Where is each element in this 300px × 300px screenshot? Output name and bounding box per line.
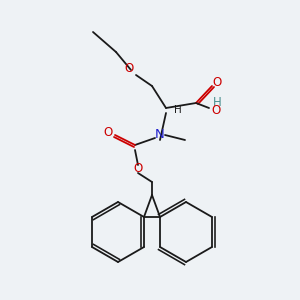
- Text: N: N: [155, 128, 165, 142]
- Text: O: O: [134, 163, 142, 176]
- Text: O: O: [212, 76, 222, 89]
- Text: O: O: [212, 103, 220, 116]
- Text: H: H: [213, 95, 221, 109]
- Text: O: O: [103, 127, 112, 140]
- Text: O: O: [124, 61, 134, 74]
- Text: H: H: [174, 105, 182, 115]
